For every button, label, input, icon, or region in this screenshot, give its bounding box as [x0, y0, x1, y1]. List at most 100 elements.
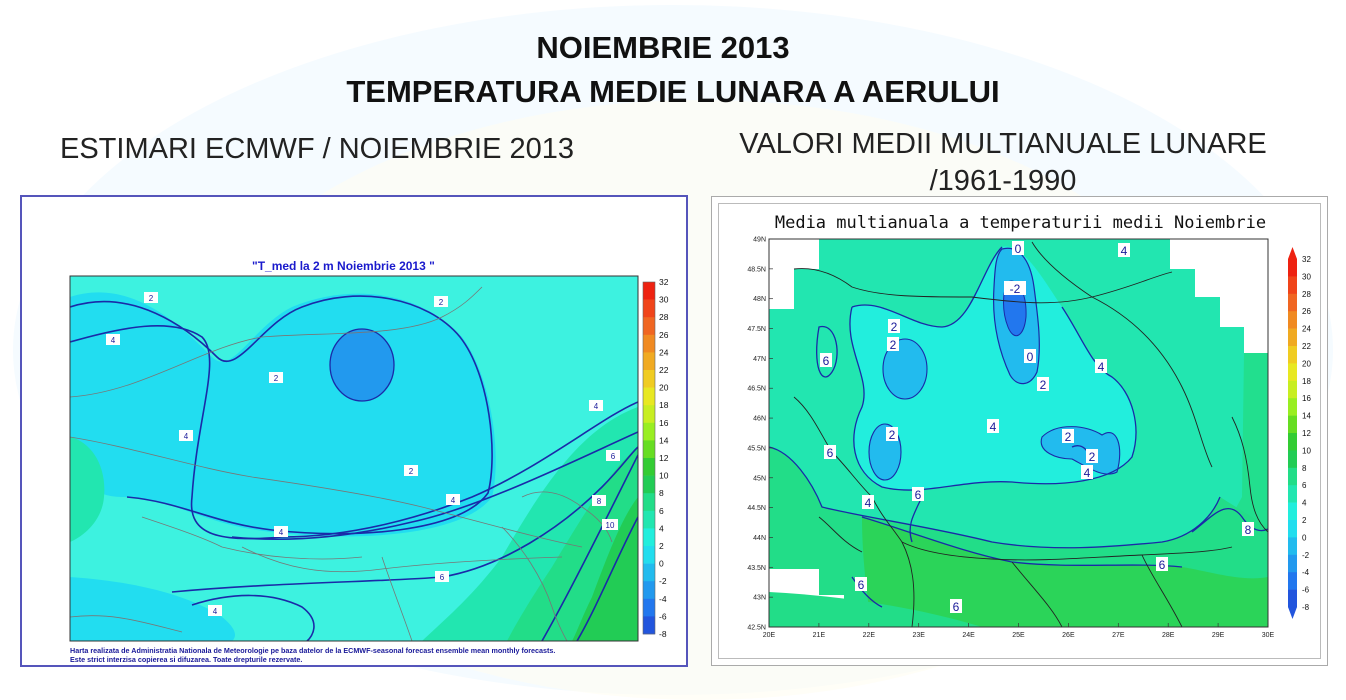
- colorbar-swatch: [1288, 450, 1297, 469]
- colorbar-label: 26: [1302, 307, 1311, 316]
- colorbar-swatch: [1288, 398, 1297, 416]
- colorbar-label: 16: [659, 418, 669, 428]
- contour-label: 6: [855, 577, 867, 592]
- colorbar-swatch: [1288, 554, 1297, 573]
- lon-label: 27E: [1112, 632, 1125, 639]
- colorbar-label: 32: [1302, 255, 1311, 264]
- no-data-ne: [1170, 239, 1268, 353]
- contour-label: 4: [106, 334, 120, 345]
- contour-label: 2: [1037, 377, 1049, 392]
- colorbar-swatch: [1288, 415, 1297, 434]
- contour-label: 2: [1086, 449, 1098, 464]
- contour-label: 6: [606, 450, 620, 461]
- colorbar-swatch: [643, 475, 655, 494]
- contour-label: 4: [446, 494, 460, 505]
- main-title-line2: TEMPERATURA MEDIE LUNARA A AERULUI: [346, 74, 1000, 109]
- colorbar-swatch: [643, 440, 655, 459]
- colorbar-label: 14: [659, 435, 669, 445]
- lon-label: 29E: [1212, 632, 1225, 639]
- colorbar-swatch: [643, 299, 655, 318]
- svg-text:2: 2: [439, 298, 444, 307]
- contour-label: 10: [602, 519, 618, 530]
- svg-text:4: 4: [990, 420, 997, 434]
- svg-text:8: 8: [597, 497, 602, 506]
- colorbar-label: 2: [1302, 516, 1307, 525]
- contour-label: 6: [824, 445, 836, 460]
- svg-text:4: 4: [451, 496, 456, 505]
- left-borders: [70, 286, 613, 641]
- contour-label: 8: [592, 495, 606, 506]
- colorbar-swatch: [1288, 328, 1297, 347]
- colorbar-label: -4: [659, 594, 667, 604]
- colorbar-label: 24: [659, 347, 669, 357]
- colorbar-swatch: [643, 317, 655, 336]
- ecmwf-forecast-map: 2 2 4 2 4 2 4 4 4 6 6 8 10 4 32302826242…: [69, 275, 669, 642]
- latitude-tick-labels: 49N 48.5N 48N 47.5N 47N 46.5N 46N 45.5N 45N 44.5N…: [747, 237, 773, 632]
- lat-label: 45N: [753, 475, 766, 482]
- colorbar-label: 14: [1302, 412, 1311, 421]
- colorbar-label: -6: [659, 611, 667, 621]
- colorbar-label: 8: [659, 488, 664, 498]
- multiannual-mean-map: 0 -2 0 2 4 4 2 2 4 2 2 4 2 6 6 4 6 6 6 8: [747, 237, 1311, 640]
- colorbar-swatch: [643, 387, 655, 406]
- lat-label: 48.5N: [747, 266, 766, 273]
- colorbar-swatch: [643, 282, 655, 300]
- colorbar-swatch: [643, 334, 655, 353]
- temp-zone-cold-core: [329, 328, 395, 402]
- svg-text:0: 0: [1015, 242, 1022, 256]
- svg-text:6: 6: [858, 578, 865, 592]
- contour-label: 2: [404, 465, 418, 476]
- colorbar-label: 0: [659, 559, 664, 569]
- right-contour-labels: 0 -2 0 2 4 4 2 2 4 2 2 4 2 6 6 4 6 6 6 8: [820, 241, 1254, 614]
- svg-text:4: 4: [1121, 244, 1128, 258]
- colorbar-label: 12: [659, 453, 669, 463]
- svg-text:0: 0: [1027, 350, 1034, 364]
- lat-label: 47N: [753, 356, 766, 363]
- colorbar-label: 18: [659, 400, 669, 410]
- svg-text:4: 4: [1084, 466, 1091, 480]
- lon-label: 30E: [1262, 632, 1275, 639]
- colorbar-label: 30: [659, 295, 669, 305]
- colorbar-label: 20: [1302, 359, 1311, 368]
- lat-label: 44.5N: [747, 505, 766, 512]
- svg-text:2: 2: [149, 294, 154, 303]
- colorbar-label: 12: [1302, 429, 1311, 438]
- colorbar-label: 10: [659, 471, 669, 481]
- right-borders: [793, 241, 1268, 627]
- contour-label: 4: [179, 430, 193, 441]
- colorbar-swatch: [1288, 485, 1297, 503]
- colorbar-swatch: [643, 528, 655, 547]
- colorbar-swatch: [1288, 293, 1297, 312]
- contour-label: 0: [1012, 241, 1024, 256]
- colorbar-label: -2: [1302, 551, 1310, 560]
- svg-text:4: 4: [1098, 360, 1105, 374]
- svg-text:6: 6: [823, 354, 830, 368]
- colorbar-label: 28: [659, 312, 669, 322]
- contour-label: 4: [1081, 465, 1093, 480]
- colorbar-swatch: [643, 458, 655, 476]
- svg-text:6: 6: [611, 452, 616, 461]
- contour-label: 2: [144, 292, 158, 303]
- temp-zone-southwest: [70, 577, 235, 641]
- colorbar-label: -8: [659, 629, 667, 639]
- svg-text:4: 4: [594, 402, 599, 411]
- svg-text:4: 4: [111, 336, 116, 345]
- lon-label: 23E: [912, 632, 925, 639]
- lon-label: 21E: [813, 632, 826, 639]
- colorbar-swatch: [643, 563, 655, 582]
- colorbar-swatch: [1288, 311, 1297, 329]
- colorbar-swatch: [1288, 537, 1297, 556]
- svg-text:-2: -2: [1010, 282, 1021, 296]
- contour-label: 2: [434, 296, 448, 307]
- colorbar-label: 28: [1302, 290, 1311, 299]
- contour-label: 2: [886, 427, 898, 442]
- lat-label: 48N: [753, 296, 766, 303]
- colorbar-swatch: [1288, 363, 1297, 382]
- lat-label: 43.5N: [747, 565, 766, 572]
- contour-label: 4: [1095, 359, 1107, 374]
- svg-text:6: 6: [827, 446, 834, 460]
- lon-label: 20E: [763, 632, 776, 639]
- colorbar-swatch: [643, 581, 655, 600]
- colorbar-label: -4: [1302, 568, 1310, 577]
